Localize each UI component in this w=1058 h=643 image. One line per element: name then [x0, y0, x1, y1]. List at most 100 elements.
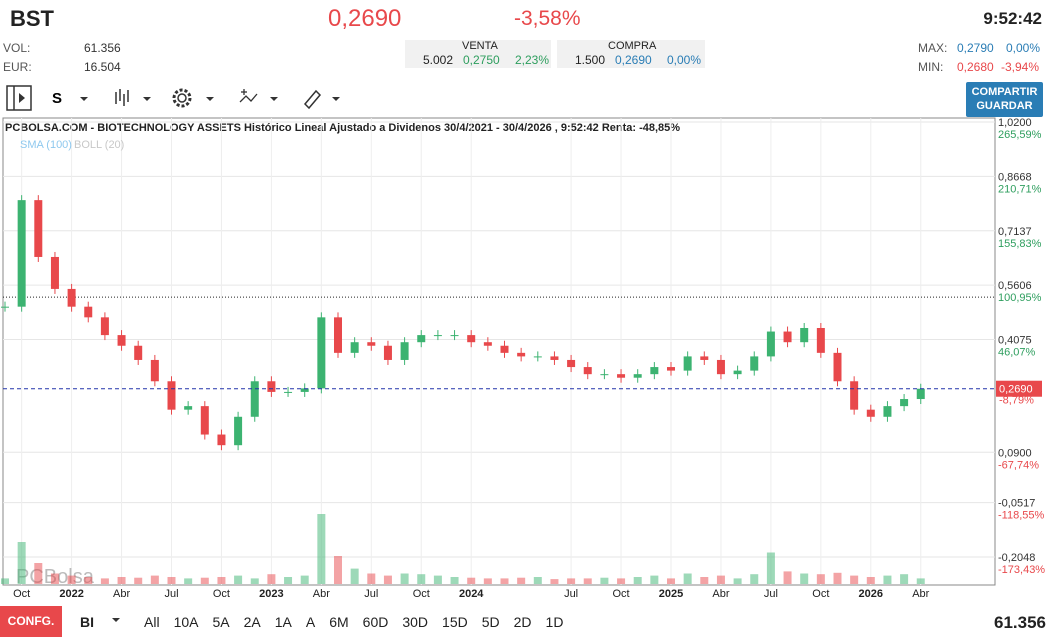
- y-tick-label: 0,5606: [998, 280, 1032, 292]
- candle-body: [833, 352, 842, 382]
- volume-bar: [117, 577, 126, 584]
- candle-body: [800, 327, 809, 343]
- venta-title: VENTA: [462, 40, 498, 52]
- range-option[interactable]: 2D: [513, 614, 532, 630]
- volume-bar: [733, 578, 742, 584]
- max: 0,2790: [957, 41, 994, 55]
- x-tick-label: Jul: [364, 588, 378, 600]
- chart-type[interactable]: [115, 89, 129, 106]
- footer-volume: 61.356: [994, 613, 1046, 632]
- volume-bar: [883, 575, 892, 584]
- candle-body: [916, 388, 925, 400]
- pct-label: 155,83%: [998, 238, 1042, 250]
- time: 9:52:42: [983, 9, 1042, 28]
- save[interactable]: GUARDAR: [976, 100, 1033, 112]
- volume-bar: [916, 578, 925, 584]
- x-tick-label: Abr: [313, 588, 330, 600]
- range-option[interactable]: 5A: [212, 614, 230, 630]
- dropdown[interactable]: [80, 97, 88, 101]
- volume-bar: [150, 575, 159, 584]
- settings[interactable]: [172, 88, 192, 108]
- change: -3,58%: [514, 7, 581, 30]
- candle-body: [550, 356, 559, 360]
- candle-body: [500, 345, 509, 353]
- x-tick-label: 2025: [659, 588, 683, 600]
- mode[interactable]: BI: [80, 614, 94, 630]
- dropdown[interactable]: [206, 97, 214, 101]
- min-pct: -3,94%: [1001, 60, 1040, 74]
- candle-body: [250, 381, 259, 417]
- range-option[interactable]: 5D: [481, 614, 500, 630]
- volume-bar: [483, 578, 492, 584]
- candle-body: [450, 335, 459, 337]
- volume-bar: [284, 577, 293, 584]
- range-option[interactable]: 2A: [243, 614, 261, 630]
- x-tick-label: Jul: [764, 588, 778, 600]
- candle-body: [483, 342, 492, 346]
- dropdown[interactable]: [110, 616, 124, 626]
- range-option[interactable]: 1A: [274, 614, 292, 630]
- panel-toggle[interactable]: [6, 85, 32, 111]
- y-tick-label: 0,8668: [998, 171, 1032, 183]
- venta-price: 0,2750: [463, 53, 500, 67]
- volume-bar: [683, 573, 692, 584]
- volume-bar: [783, 571, 792, 584]
- pct-label: 46,07%: [998, 347, 1036, 359]
- candle-body: [517, 352, 526, 357]
- indicators[interactable]: [239, 89, 258, 103]
- volume-bar: [400, 573, 409, 584]
- volume-bar: [84, 577, 93, 584]
- y-tick-label: -0,0517: [998, 498, 1035, 510]
- y-tick-label: 0,0900: [998, 447, 1032, 459]
- toolbar: S: [6, 85, 340, 111]
- candle-body: [900, 399, 909, 407]
- share-save-button[interactable]: COMPARTIR GUARDAR: [966, 82, 1043, 117]
- range-option[interactable]: 10A: [173, 614, 199, 630]
- candle-body: [467, 335, 476, 343]
- volume-bar: [766, 552, 775, 584]
- dropdown[interactable]: [332, 97, 340, 101]
- volume-bar: [250, 578, 259, 584]
- volume-bar: [217, 577, 226, 584]
- pct-label: -118,55%: [998, 510, 1044, 522]
- range-option[interactable]: A: [305, 614, 316, 630]
- x-tick-label: Abr: [912, 588, 929, 600]
- range-option[interactable]: 60D: [362, 614, 389, 630]
- y-tick-label: 1,0200: [998, 117, 1032, 129]
- last-price-box: [996, 380, 1042, 397]
- pct-label: 210,71%: [998, 183, 1042, 195]
- period[interactable]: S: [52, 90, 62, 107]
- candle-body: [334, 317, 342, 353]
- volume-bar: [234, 575, 243, 584]
- volume-bar: [500, 578, 509, 584]
- candle-body: [733, 370, 742, 375]
- range-option[interactable]: All: [144, 614, 160, 630]
- range-option[interactable]: 1D: [545, 614, 564, 630]
- dropdown[interactable]: [143, 97, 151, 101]
- volume-bar: [716, 575, 725, 584]
- candle-body: [234, 416, 243, 446]
- dropdown[interactable]: [270, 97, 278, 101]
- candle-body: [417, 335, 426, 343]
- share[interactable]: COMPARTIR: [971, 86, 1038, 98]
- draw-tool[interactable]: [303, 89, 322, 110]
- config-button[interactable]: CONFG.: [0, 606, 62, 637]
- range-option[interactable]: 30D: [402, 614, 429, 630]
- x-tick-label: Oct: [413, 588, 430, 600]
- y-tick-label: 0,7137: [998, 226, 1032, 238]
- candle-body: [300, 388, 309, 392]
- x-tick-label: Abr: [113, 588, 130, 600]
- compra-price: 0,2690: [615, 53, 652, 67]
- range-option[interactable]: 15D: [442, 614, 468, 630]
- candle-body: [633, 374, 642, 378]
- range-option[interactable]: 6M: [329, 614, 349, 630]
- candle-body: [17, 200, 26, 307]
- compra-box: COMPRA 1.500 0,2690 0,00%: [557, 40, 705, 68]
- candle-body: [750, 356, 759, 371]
- volume-bar: [34, 563, 43, 584]
- volume-bar: [900, 574, 909, 584]
- candle-body: [433, 335, 442, 337]
- volume-bar: [433, 575, 442, 584]
- candle-body: [816, 327, 825, 353]
- volume-bar: [650, 575, 659, 584]
